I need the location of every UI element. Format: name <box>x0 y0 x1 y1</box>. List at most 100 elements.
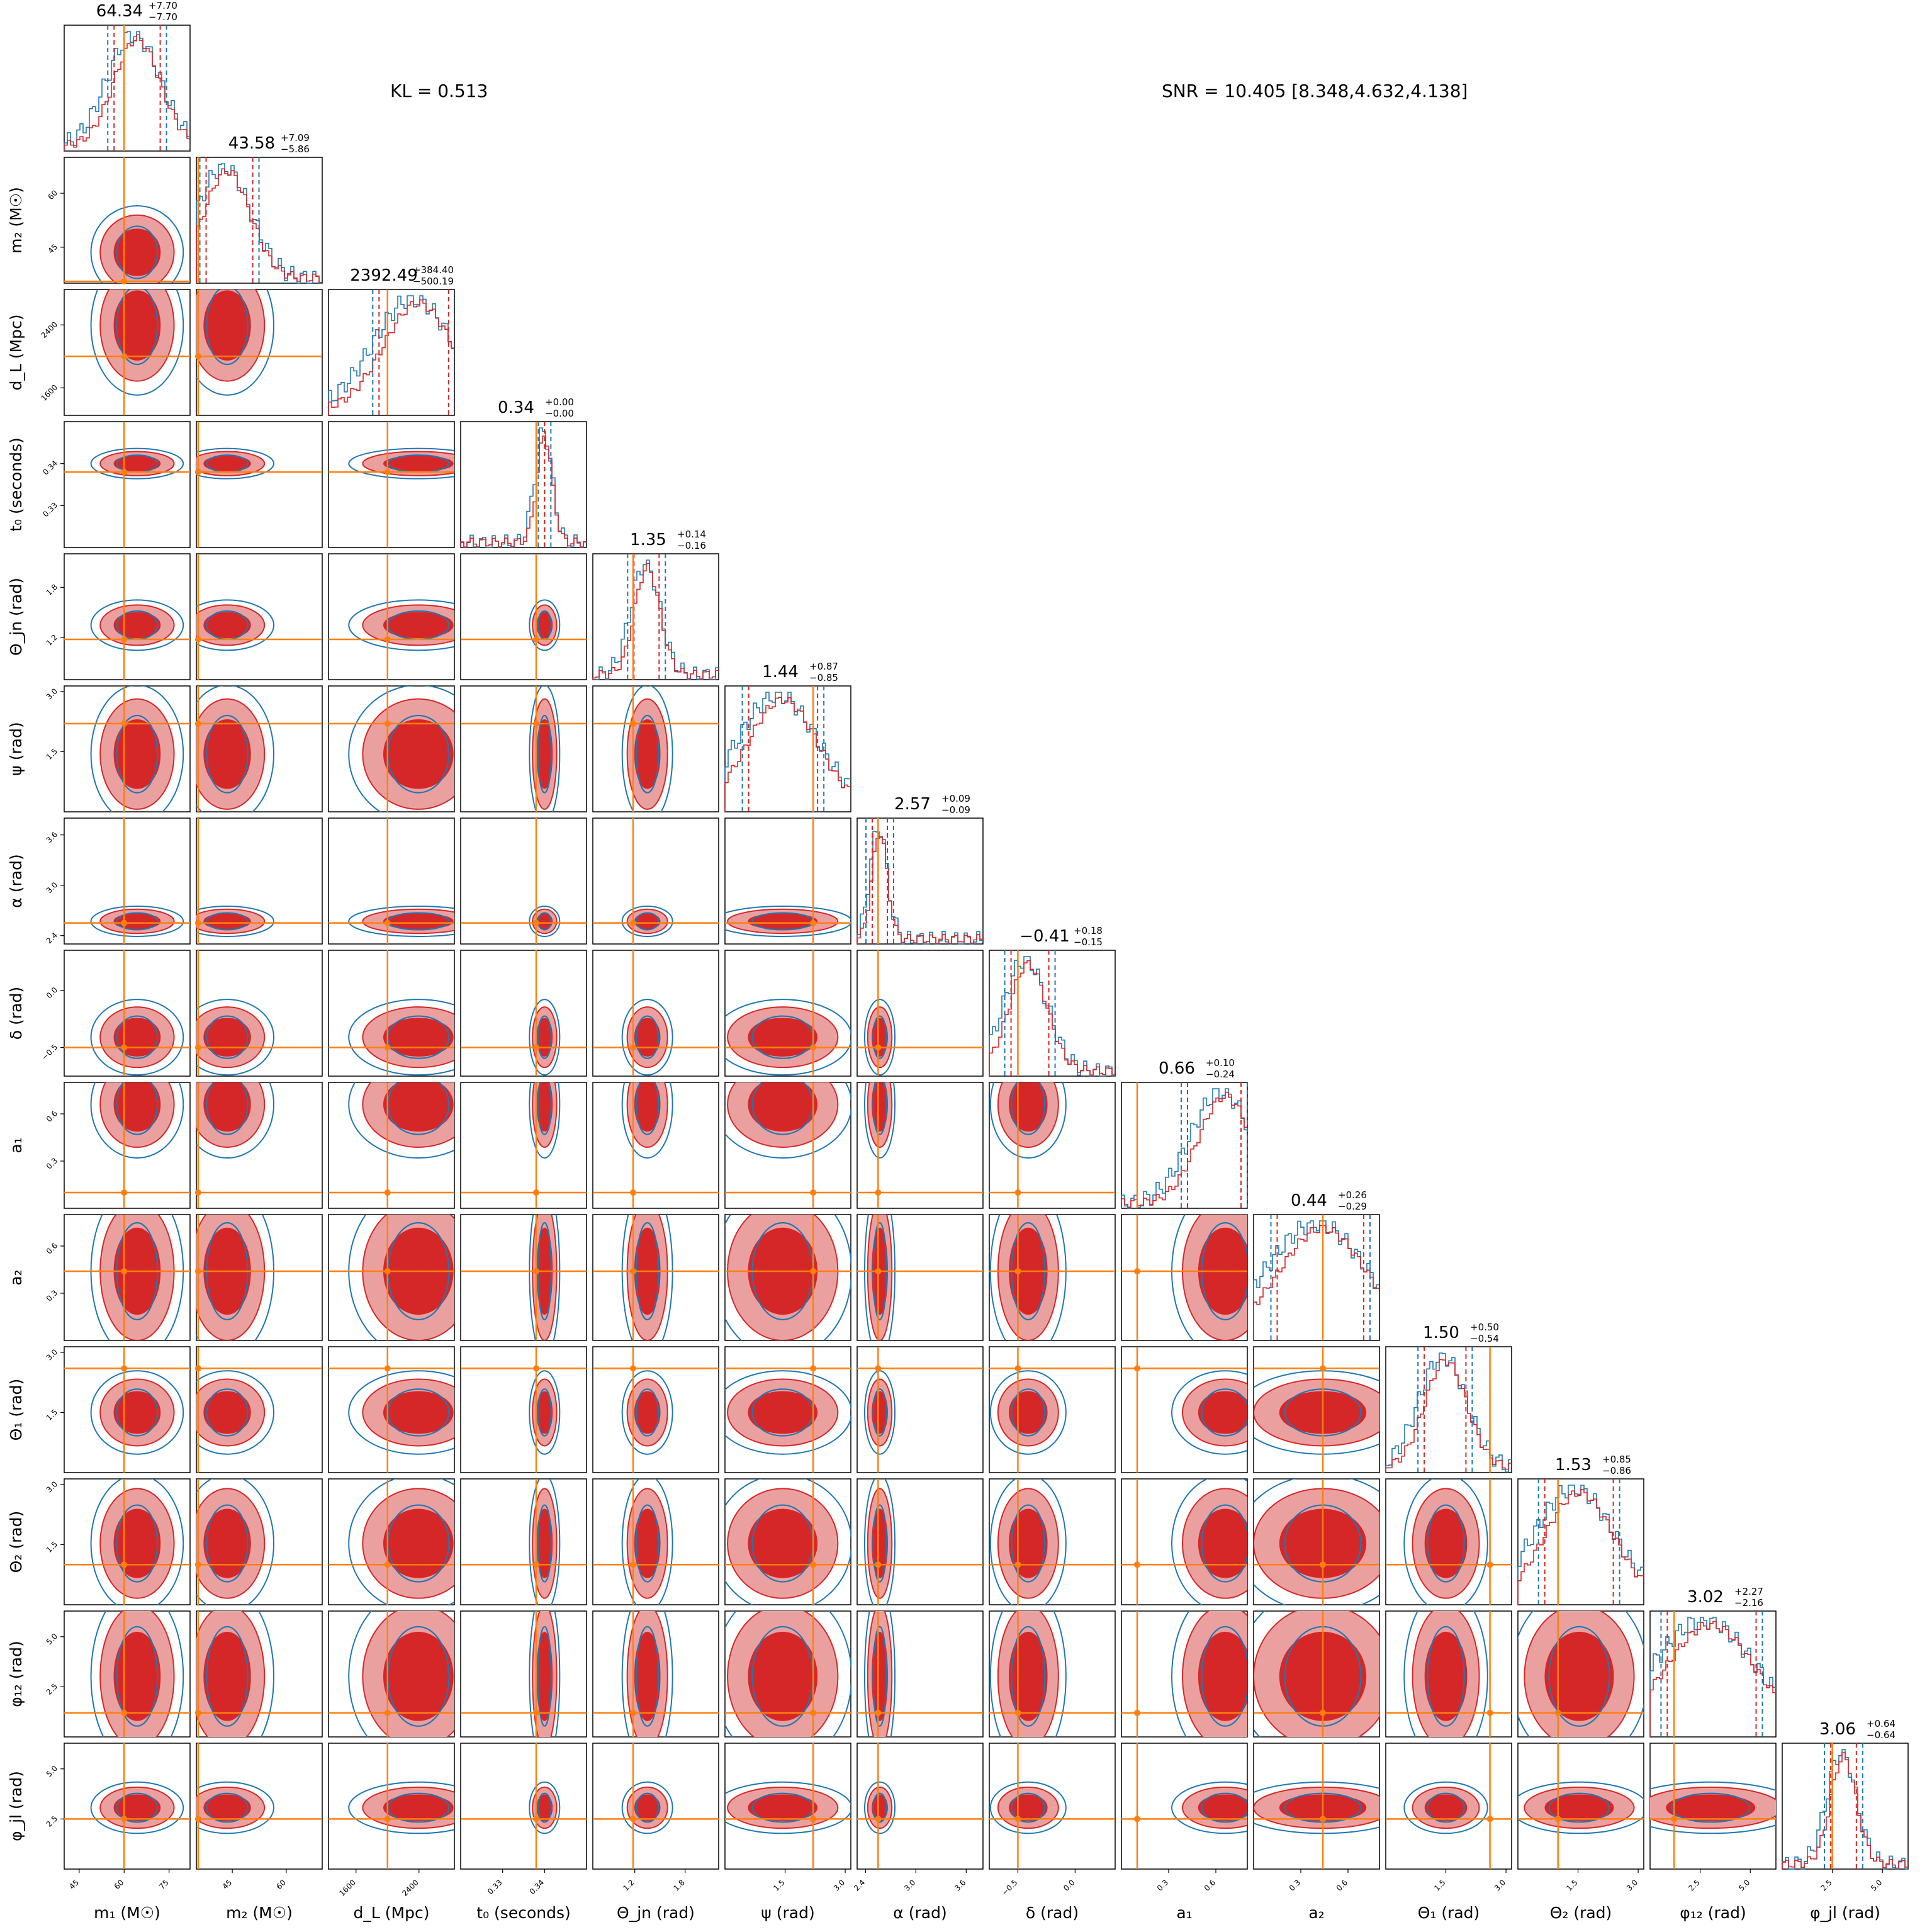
y-tick-label: 5.0 <box>45 1764 59 1778</box>
scatter-panel-t0-alpha <box>460 817 587 945</box>
contour-b-inner <box>537 1015 552 1059</box>
truth-marker <box>121 1189 128 1196</box>
density-contours <box>196 289 275 396</box>
contour-a-inner <box>536 719 553 789</box>
hist-panel-a1: 0.66 +0.10−0.24 <box>1121 1057 1248 1209</box>
y-tick-label: 45 <box>46 242 59 256</box>
contour-b-inner <box>1011 1504 1046 1583</box>
density-contours <box>621 999 673 1076</box>
truth-marker <box>384 1044 391 1051</box>
contour-b-outer <box>621 999 673 1076</box>
contour-b-inner <box>635 714 660 794</box>
contour-b-inner <box>1011 1388 1046 1437</box>
density-contours <box>621 1370 673 1455</box>
hist-title-plus: +0.10 <box>1206 1057 1235 1069</box>
truth-marker <box>533 1816 539 1822</box>
contour-a-inner <box>634 1018 661 1057</box>
density-contours <box>90 1370 184 1455</box>
contour-b-inner <box>206 1015 249 1059</box>
contour-a-inner <box>1198 1631 1247 1721</box>
contour-b-outer <box>348 686 454 812</box>
contour-b-inner <box>1011 1082 1046 1135</box>
scatter-panel-a2-phijl: 0.3 0.6 a₂ <box>1253 1743 1380 1922</box>
truth-marker <box>1320 1561 1326 1568</box>
contour-a-inner <box>113 228 161 276</box>
hist-title-plus: +7.09 <box>281 132 310 143</box>
contour-a-inner <box>113 1794 161 1821</box>
density-contours <box>725 1082 851 1159</box>
x-tick-label: 1.5 <box>772 1878 786 1892</box>
truth-marker <box>121 278 128 285</box>
y-axis-label: α (rad) <box>7 854 25 907</box>
scatter-panel-delta-theta1 <box>989 1346 1116 1473</box>
truth-marker <box>1486 1816 1493 1822</box>
contour-b-inner <box>206 912 249 931</box>
hist-title-minus: −7.70 <box>149 11 177 23</box>
hist-title-plus: +0.50 <box>1470 1322 1499 1333</box>
scatter-panel-alpha-phi12 <box>856 1610 984 1738</box>
hist-title: 0.66 <box>1159 1059 1195 1078</box>
contour-b-outer <box>90 1781 184 1834</box>
contour-b-outer <box>348 599 454 651</box>
contour-a-inner <box>634 1794 661 1821</box>
hist-title-minus: −0.54 <box>1470 1333 1499 1344</box>
contour-a-inner <box>1544 1631 1614 1721</box>
density-contours <box>196 447 275 480</box>
contour-b-inner <box>1201 1626 1247 1727</box>
contour-b-outer <box>529 1370 561 1455</box>
density-contours <box>196 999 275 1076</box>
scatter-panel-theta_jn-a1 <box>592 1082 719 1209</box>
contour-b-outer <box>196 999 275 1076</box>
truth-marker <box>630 1189 636 1196</box>
contour-a-inner <box>203 1391 251 1434</box>
truth-marker <box>1134 1561 1140 1568</box>
truth-marker <box>121 469 128 475</box>
hist-series-a <box>1649 1620 1776 1737</box>
contour-b-inner <box>116 1792 159 1823</box>
contour-b-inner <box>1427 1626 1465 1727</box>
contour-a-inner <box>383 612 454 639</box>
density-contours <box>529 686 561 812</box>
panel-frame <box>460 421 587 548</box>
contour-b-outer <box>621 1611 673 1737</box>
panel-frame <box>64 421 191 548</box>
scatter-panel-m1-phijl: 45 60 75 m₁ (M☉) 2.5 5.0 φ_jl (rad) <box>7 1743 191 1922</box>
truth-marker <box>1486 1561 1493 1568</box>
contour-b-outer <box>989 1611 1067 1737</box>
contour-b-outer <box>1403 1611 1488 1737</box>
hist-title-minus: −0.15 <box>1074 936 1103 948</box>
truth-marker <box>1014 1189 1021 1196</box>
panel-frame <box>460 685 587 812</box>
contour-b-inner <box>1671 1792 1751 1823</box>
y-tick-label: 3.0 <box>45 1347 59 1362</box>
truth-marker <box>533 919 539 926</box>
density-contours <box>864 1611 896 1737</box>
contour-b-inner <box>116 1082 159 1135</box>
contour-a-inner <box>634 1631 661 1721</box>
truth-marker <box>533 1189 539 1196</box>
contour-b-outer <box>529 1781 561 1834</box>
y-tick-label: 2400 <box>40 320 59 339</box>
hist-title: 1.35 <box>630 531 666 549</box>
hist-panel-psi: 1.44 +0.87−0.85 <box>724 661 851 812</box>
hist-title: 43.58 <box>228 134 275 153</box>
hist-title-minus: −0.85 <box>809 672 838 683</box>
truth-marker <box>1134 1709 1140 1716</box>
density-contours <box>1403 1479 1488 1605</box>
contour-a-inner <box>1009 1794 1048 1821</box>
scatter-panel-t0-theta_jn <box>460 553 587 680</box>
truth-marker <box>194 1816 201 1822</box>
hist-series-a <box>592 563 719 680</box>
x-axis-label: δ (rad) <box>1026 1904 1079 1922</box>
contour-a-inner <box>383 1631 454 1721</box>
contour-b-inner <box>635 1792 660 1823</box>
density-contours <box>725 1479 851 1605</box>
x-tick-label: 3.0 <box>1625 1878 1639 1892</box>
contour-a-inner <box>1009 1508 1048 1578</box>
contour-a-inner <box>1009 1631 1048 1721</box>
contour-b-inner <box>1011 1626 1046 1727</box>
x-tick-label: 3.0 <box>902 1878 917 1892</box>
scatter-panel-t0-phijl: 0.33 0.34 t₀ (seconds) <box>460 1743 587 1922</box>
contour-b-inner <box>537 1082 552 1135</box>
density-contours <box>989 1781 1067 1834</box>
